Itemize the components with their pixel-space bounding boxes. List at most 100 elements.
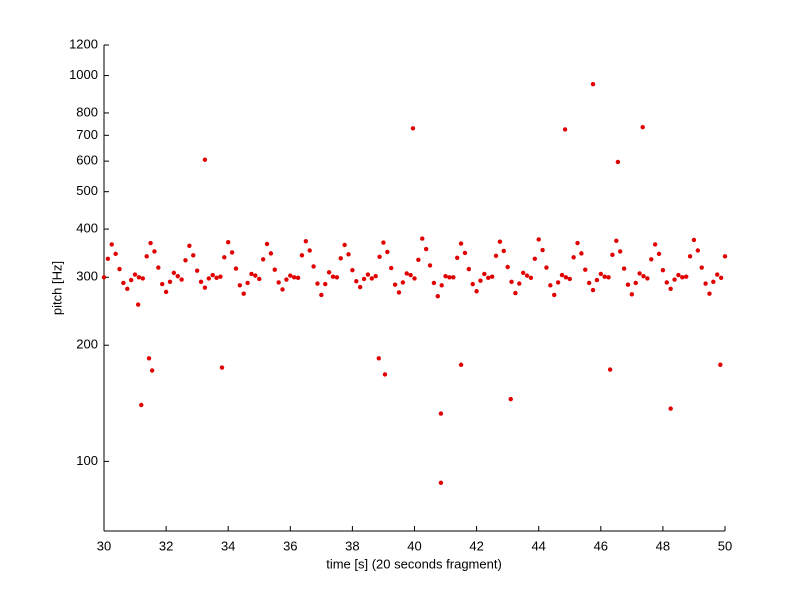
point <box>175 273 180 279</box>
point <box>288 273 293 278</box>
point <box>152 249 157 254</box>
point <box>722 254 728 259</box>
point <box>718 362 723 367</box>
point <box>509 279 514 285</box>
point <box>365 272 371 277</box>
point <box>536 237 541 242</box>
point <box>315 281 320 286</box>
point <box>548 283 553 288</box>
point <box>660 267 666 273</box>
point <box>202 157 208 162</box>
point <box>272 267 277 272</box>
point <box>614 238 619 243</box>
point <box>668 286 673 292</box>
point <box>602 274 607 279</box>
point <box>703 281 708 286</box>
point <box>381 240 386 245</box>
point <box>466 266 472 272</box>
point <box>618 249 623 254</box>
point <box>144 254 149 259</box>
point <box>637 271 642 276</box>
point <box>482 271 487 277</box>
point <box>136 275 142 280</box>
point <box>163 289 169 295</box>
point <box>303 239 309 244</box>
x-tick-label: 32 <box>159 538 173 553</box>
point <box>280 287 285 292</box>
point <box>443 273 448 279</box>
point <box>489 274 495 279</box>
point <box>357 284 363 290</box>
point <box>707 291 712 296</box>
point <box>237 283 243 288</box>
point <box>699 265 704 270</box>
point <box>528 275 534 281</box>
x-tick-label: 42 <box>469 538 483 553</box>
point <box>420 236 425 241</box>
point <box>319 292 324 298</box>
point <box>687 254 693 259</box>
point <box>214 275 219 281</box>
point <box>629 292 635 297</box>
point <box>389 265 394 271</box>
point <box>567 276 572 282</box>
point <box>458 241 464 246</box>
point <box>486 275 491 281</box>
point <box>497 239 503 244</box>
point <box>385 249 390 255</box>
point <box>219 365 225 370</box>
point <box>202 285 208 290</box>
point <box>135 302 141 307</box>
point <box>517 281 522 286</box>
point <box>291 275 297 280</box>
x-tick-label: 44 <box>531 538 545 553</box>
point <box>148 240 153 246</box>
point <box>373 273 378 279</box>
point <box>206 276 211 281</box>
x-tick-label: 36 <box>283 538 297 553</box>
point <box>125 286 130 292</box>
point <box>113 251 118 257</box>
point <box>346 252 351 257</box>
point <box>276 280 281 285</box>
point <box>520 270 526 276</box>
point <box>284 277 289 282</box>
point <box>156 265 161 270</box>
point <box>594 277 600 283</box>
point <box>245 280 250 286</box>
point <box>326 270 332 275</box>
point <box>718 275 724 281</box>
point <box>149 368 155 373</box>
point <box>101 275 107 280</box>
y-tick-label: 1000 <box>69 67 98 82</box>
point <box>649 257 654 262</box>
point <box>633 280 638 286</box>
point <box>121 280 126 286</box>
point <box>257 276 262 282</box>
point <box>571 255 576 260</box>
x-tick-label: 48 <box>656 538 670 553</box>
point <box>607 367 613 372</box>
point <box>233 266 239 271</box>
point <box>179 277 184 282</box>
point <box>575 240 580 246</box>
point <box>478 278 483 283</box>
point <box>241 291 246 296</box>
point <box>140 276 146 281</box>
point <box>462 250 468 256</box>
point <box>249 271 254 277</box>
point <box>505 264 510 270</box>
point <box>508 396 513 402</box>
point <box>354 279 359 284</box>
x-tick-label: 50 <box>718 538 732 553</box>
point <box>342 242 347 248</box>
y-tick-label: 400 <box>76 221 98 236</box>
point <box>187 243 192 249</box>
point <box>222 255 227 260</box>
point <box>128 277 134 283</box>
point <box>664 280 669 285</box>
point <box>598 271 603 277</box>
point <box>615 159 621 165</box>
x-axis-label: time [s] (20 seconds fragment) <box>326 556 502 571</box>
